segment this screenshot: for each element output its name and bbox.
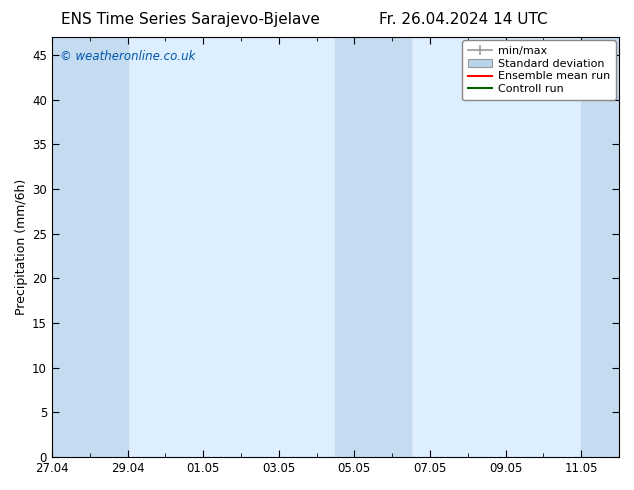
Bar — [335, 37, 411, 457]
Bar — [52, 37, 127, 457]
Y-axis label: Precipitation (mm/6h): Precipitation (mm/6h) — [15, 179, 28, 315]
Bar — [581, 37, 619, 457]
Legend: min/max, Standard deviation, Ensemble mean run, Controll run: min/max, Standard deviation, Ensemble me… — [462, 40, 616, 100]
Text: ENS Time Series Sarajevo-Bjelave: ENS Time Series Sarajevo-Bjelave — [61, 12, 320, 27]
Text: Fr. 26.04.2024 14 UTC: Fr. 26.04.2024 14 UTC — [378, 12, 547, 27]
Text: © weatheronline.co.uk: © weatheronline.co.uk — [60, 49, 196, 63]
